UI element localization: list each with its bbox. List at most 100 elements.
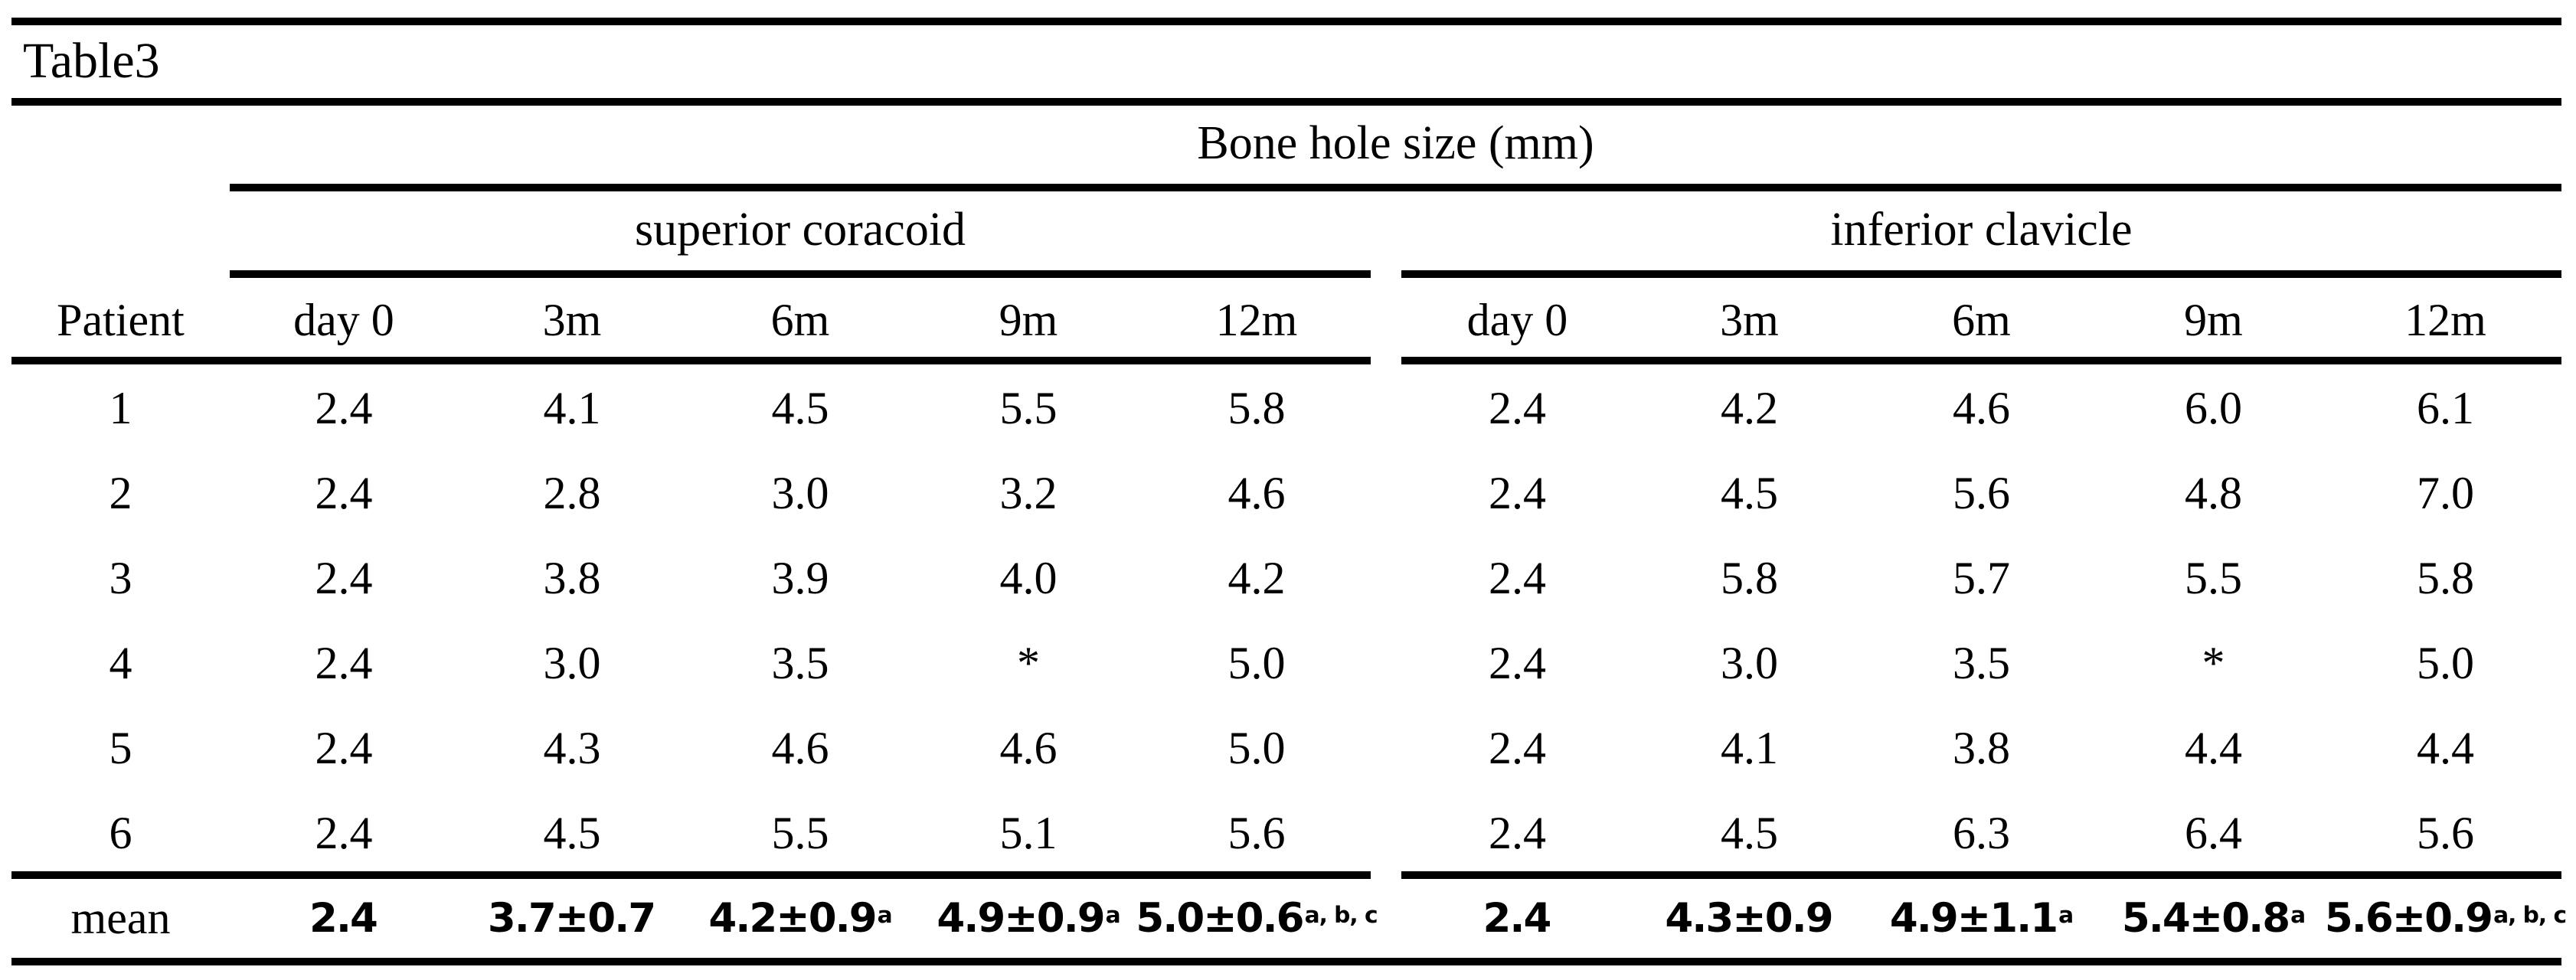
value-cell: 2.4 [1489,383,1546,433]
group-gap [1371,621,1401,706]
value-cell: 4.1 [543,383,601,433]
rule-below-title [11,98,2561,106]
mean-number: 5.4±0.8 [2121,895,2290,942]
mean-number: 5.0±0.6 [1136,895,1304,942]
patient-cell: 3 [109,553,132,603]
table-row: 4 2.4 3.0 3.5 * 5.0 2.4 3.0 3.5 * 5.0 [11,621,2561,706]
group-gap [1371,791,1401,876]
mean-value: 2.4 [230,879,458,958]
rule-bottom [11,958,2561,965]
value-cell: 7.0 [2417,468,2474,518]
rule-below-header-right [1401,357,2561,364]
mean-number: 4.9±0.9 [937,895,1105,942]
mean-number: 5.6±0.9 [2324,895,2493,942]
value-cell: 5.6 [1953,468,2010,518]
value-cell: 6.3 [1953,808,2010,858]
mean-number: 4.9±1.1 [1889,895,2058,942]
mean-number: 3.7±0.7 [487,895,656,942]
value-cell: 2.4 [1489,553,1546,603]
mean-value: 4.9±1.1 a [1889,895,2074,942]
value-cell: 5.8 [1721,553,1778,603]
table-body: 1 2.4 4.1 4.5 5.5 5.8 2.4 4.2 4.6 6.0 6.… [11,366,2561,876]
column-header-day0-right: day 0 [1466,294,1568,345]
mean-number: 4.3±0.9 [1665,895,1833,942]
mean-value: 4.3±0.9 [1633,879,1865,958]
value-cell: 4.5 [1721,468,1778,518]
column-header-6m-left: 6m [770,294,830,345]
value-cell: 3.8 [1953,723,2010,773]
value-cell: 6.0 [2185,383,2242,433]
value-cell: 4.1 [1721,723,1778,773]
rule-above-mean-right [1401,871,2561,879]
mean-value: 2.4 [1401,879,1633,958]
mean-value: 4.9±0.9 a [937,895,1120,942]
group-gap [1371,451,1401,536]
patient-cell: 2 [109,468,132,518]
value-cell: 5.0 [2417,638,2474,688]
group-gap [1371,282,1401,358]
value-cell: 5.8 [2417,553,2474,603]
value-cell: 4.0 [999,553,1058,603]
value-cell: 5.5 [999,383,1058,433]
table-row: 2 2.4 2.8 3.0 3.2 4.6 2.4 4.5 5.6 4.8 7.… [11,451,2561,536]
value-cell: 3.9 [771,553,829,603]
value-cell: 4.5 [1721,808,1778,858]
value-cell: 3.5 [771,638,829,688]
patient-cell: 1 [109,383,132,433]
mean-row: mean 2.4 3.7±0.7 4.2±0.9 a 4.9±0.9 a 5.0±0… [11,879,2568,958]
rule-below-spanner [230,184,2561,191]
value-cell: 2.4 [315,638,373,688]
value-cell: 4.6 [999,723,1058,773]
patient-cell: 5 [109,723,132,773]
group-gap [1371,706,1401,791]
value-cell: 5.8 [1228,383,1286,433]
value-cell: 6.1 [2417,383,2474,433]
value-cell: 4.5 [543,808,601,858]
group-label-superior-coracoid: superior coracoid [634,204,966,256]
mean-value: 5.4±0.8 a [2121,895,2306,942]
value-cell: 2.4 [1489,723,1546,773]
header-row: Patient day 0 3m 6m 9m 12m day 0 3m 6m 9… [11,282,2561,358]
spanner-label: Bone hole size (mm) [1197,117,1594,169]
mean-number: 2.4 [1483,895,1552,942]
column-header-3m-right: 3m [1720,294,1779,345]
column-header-9m-right: 9m [2184,294,2243,345]
value-cell: 2.4 [315,383,373,433]
rule-top [11,18,2561,25]
value-cell: 2.4 [1489,638,1546,688]
mean-value: 3.7±0.7 [458,879,686,958]
value-cell: 4.6 [1953,383,2010,433]
value-cell: 3.2 [999,468,1058,518]
value-cell: 2.4 [315,468,373,518]
value-cell: 3.5 [1953,638,2010,688]
column-header-9m-left: 9m [999,294,1058,345]
table-title: Table3 [23,33,160,89]
value-cell: 4.3 [543,723,601,773]
mean-number: 2.4 [309,895,378,942]
table-row: 6 2.4 4.5 5.5 5.1 5.6 2.4 4.5 6.3 6.4 5.… [11,791,2561,876]
value-cell: 4.2 [1228,553,1286,603]
value-cell: 5.1 [999,808,1058,858]
value-cell: 5.7 [1953,553,2010,603]
value-cell: 5.5 [771,808,829,858]
mean-value: 5.6±0.9 a, b, c [2324,895,2567,942]
value-cell: 5.0 [1228,638,1286,688]
mean-value: 5.0±0.6 a, b, c [1136,895,1378,942]
table-row: 3 2.4 3.8 3.9 4.0 4.2 2.4 5.8 5.7 5.5 5.… [11,536,2561,621]
value-cell: 2.4 [1489,468,1546,518]
column-header-12m-right: 12m [2404,294,2486,345]
table-row: 1 2.4 4.1 4.5 5.5 5.8 2.4 4.2 4.6 6.0 6.… [11,366,2561,451]
value-cell: 4.5 [771,383,829,433]
value-cell: 3.0 [771,468,829,518]
value-cell: 2.4 [315,723,373,773]
group-label-inferior-clavicle: inferior clavicle [1830,204,2133,256]
mean-number: 4.2±0.9 [708,895,877,942]
value-cell: 6.4 [2185,808,2242,858]
value-cell: * [2202,638,2225,688]
value-cell: 3.8 [543,553,601,603]
group-gap [1371,536,1401,621]
column-header-6m-right: 6m [1952,294,2011,345]
column-header-12m-left: 12m [1215,294,1298,345]
rule-below-header-left [11,357,1371,364]
